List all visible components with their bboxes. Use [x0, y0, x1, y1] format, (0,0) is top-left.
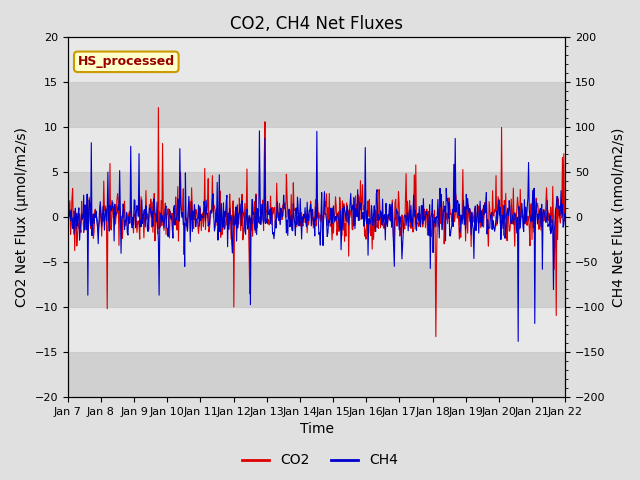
- Bar: [68, 37, 565, 82]
- CH4: [561, 213, 569, 218]
- X-axis label: Time: Time: [300, 422, 333, 436]
- CH4: [124, 232, 132, 238]
- CH4: [73, 210, 81, 216]
- CH4: [515, 338, 522, 344]
- Bar: [68, 172, 565, 217]
- CO2: [202, 227, 209, 232]
- Line: CO2: CO2: [68, 108, 565, 336]
- Legend: CO2, CH4: CO2, CH4: [236, 448, 404, 473]
- CO2: [124, 211, 132, 216]
- Bar: [68, 127, 565, 172]
- CO2: [64, 209, 72, 215]
- Bar: [68, 82, 565, 127]
- CO2: [155, 105, 163, 110]
- Line: CH4: CH4: [68, 131, 565, 341]
- CH4: [255, 128, 263, 134]
- CH4: [64, 216, 72, 222]
- CO2: [73, 243, 81, 249]
- Title: CO2, CH4 Net Fluxes: CO2, CH4 Net Fluxes: [230, 15, 403, 33]
- CH4: [392, 216, 399, 222]
- CH4: [378, 212, 385, 217]
- Y-axis label: CO2 Net Flux (μmol/m2/s): CO2 Net Flux (μmol/m2/s): [15, 127, 29, 307]
- Bar: [68, 262, 565, 307]
- CH4: [201, 205, 209, 211]
- CO2: [175, 206, 183, 212]
- CH4: [175, 202, 182, 207]
- CO2: [378, 209, 385, 215]
- CO2: [432, 334, 440, 339]
- Bar: [68, 307, 565, 352]
- Bar: [68, 217, 565, 262]
- Bar: [68, 352, 565, 397]
- CO2: [392, 196, 399, 202]
- CO2: [561, 215, 569, 221]
- Y-axis label: CH4 Net Flux (nmol/m2/s): CH4 Net Flux (nmol/m2/s): [611, 128, 625, 307]
- Text: HS_processed: HS_processed: [77, 55, 175, 68]
